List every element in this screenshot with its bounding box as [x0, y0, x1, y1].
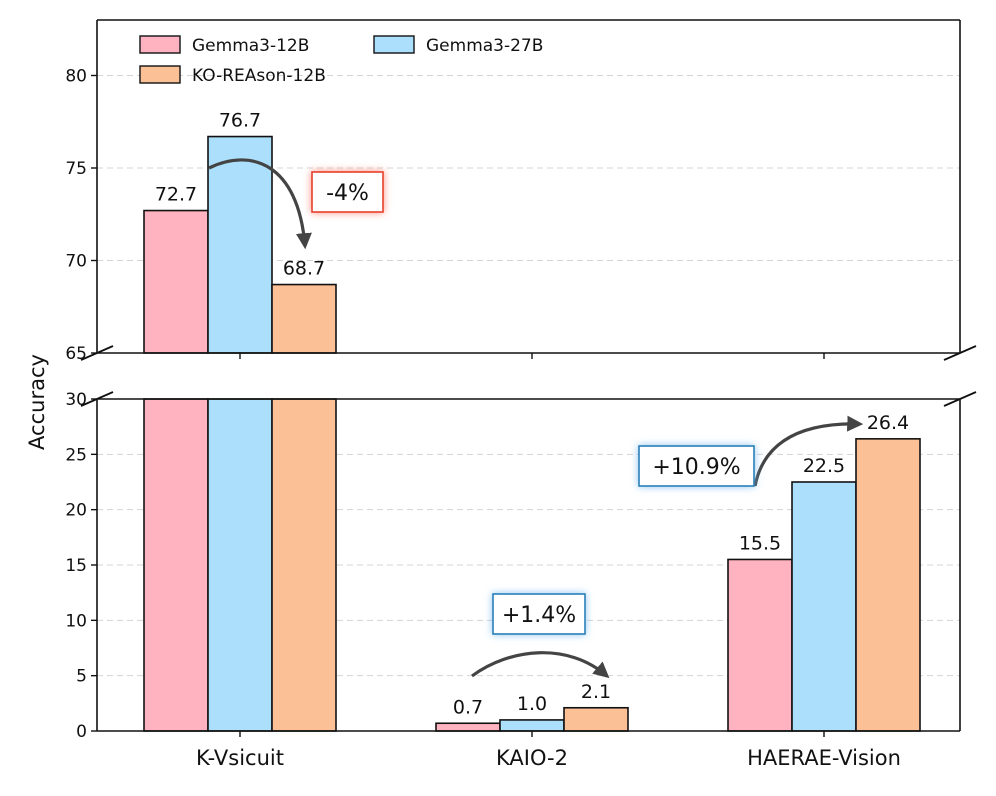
bar-gemma3-27b-k-vsicuit-lower: [207, 398, 273, 732]
y-tick-label-lower-0: 0: [76, 722, 87, 742]
annotation-arrow-haerae-vision: [753, 415, 864, 487]
value-label-gemma3-27b-kaio-2: 1.0: [517, 693, 547, 715]
y-tick-label-lower-5: 5: [76, 667, 87, 687]
bar-gemma3-12b-k-vsicuit-lower: [143, 398, 209, 732]
axis-ticks: 65 70 75 80 0 5 10 15 20 25 30 K-Vsicuit KAIO-2 HAERA…: [65, 67, 901, 771]
bar-gemma3-27b-kaio-2: [499, 719, 565, 732]
x-tick-label-haerae-vision: HAERAE-Vision: [747, 746, 901, 770]
bar-ko-reason-12b-haerae-vision: [855, 438, 921, 732]
legend-label-gemma3-12b: Gemma3-12B: [192, 36, 309, 56]
legend-swatch-gemma3-27b: [373, 35, 415, 54]
x-tick-label-k-vsicuit: K-Vsicuit: [196, 746, 284, 770]
bar-gemma3-12b-haerae-vision: [727, 558, 793, 732]
y-tick-label-upper-75: 75: [65, 159, 87, 179]
legend-swatch-ko-reason-12b: [139, 65, 181, 84]
annotation-box-k-vsicuit: [311, 171, 384, 213]
annotation-arrow-kaio-2: [471, 651, 610, 679]
bar-ko-reason-12b-kaio-2: [563, 706, 629, 732]
bar-gemma3-12b-kaio-2: [435, 722, 501, 732]
axis-break-mark-2: [943, 345, 977, 361]
legend: Gemma3-12B Gemma3-27B KO-REAson-12B: [139, 35, 543, 86]
annotation-text-haerae-vision: +10.9%: [652, 455, 740, 480]
legend-label-ko-reason-12b: KO-REAson-12B: [192, 66, 326, 86]
value-label-ko-reason-12b-kaio-2: 2.1: [581, 681, 611, 703]
bar-gemma3-12b-k-vsicuit-upper: [143, 209, 209, 354]
y-tick-label-lower-10: 10: [65, 611, 87, 631]
y-tick-label-lower-20: 20: [65, 501, 87, 521]
annotation-text-kaio-2: +1.4%: [502, 603, 576, 628]
x-tick-label-kaio-2: KAIO-2: [496, 746, 568, 770]
y-tick-label-lower-15: 15: [65, 556, 87, 576]
bar-gemma3-27b-k-vsicuit-upper: [207, 135, 273, 354]
value-label-gemma3-27b-k-vsicuit: 76.7: [219, 110, 261, 132]
value-label-gemma3-12b-haerae-vision: 15.5: [739, 532, 781, 554]
y-tick-label-upper-80: 80: [65, 67, 87, 87]
y-tick-label-lower-30: 30: [65, 390, 87, 410]
value-label-gemma3-12b-kaio-2: 0.7: [453, 696, 483, 718]
value-label-ko-reason-12b-haerae-vision: 26.4: [867, 412, 909, 434]
annotation-box-haerae-vision: [638, 445, 755, 487]
bar-gemma3-27b-haerae-vision: [791, 481, 857, 732]
value-labels: 72.7 0.7 15.5 76.7 1.0 22.5 68.7 2.1 26.4: [155, 110, 909, 719]
y-axis-label: Accuracy: [25, 354, 49, 450]
axis-break-mark-4: [943, 391, 977, 407]
legend-label-gemma3-27b: Gemma3-27B: [426, 36, 543, 56]
value-label-ko-reason-12b-k-vsicuit: 68.7: [283, 258, 325, 280]
y-tick-label-upper-65: 65: [65, 344, 87, 364]
bars: [143, 135, 921, 732]
legend-swatch-gemma3-12b: [139, 35, 181, 54]
y-tick-label-upper-70: 70: [65, 252, 87, 272]
annotations: -4% +1.4% +10.9%: [208, 158, 864, 679]
y-tick-label-lower-25: 25: [65, 445, 87, 465]
annotation-arrow-k-vsicuit: [208, 158, 312, 250]
value-label-gemma3-27b-haerae-vision: 22.5: [803, 455, 845, 477]
bar-ko-reason-12b-k-vsicuit-upper: [271, 283, 337, 354]
annotation-box-kaio-2: [492, 593, 586, 635]
value-label-gemma3-12b-k-vsicuit: 72.7: [155, 184, 197, 206]
annotation-text-k-vsicuit: -4%: [326, 181, 369, 206]
bar-ko-reason-12b-k-vsicuit-lower: [271, 398, 337, 732]
